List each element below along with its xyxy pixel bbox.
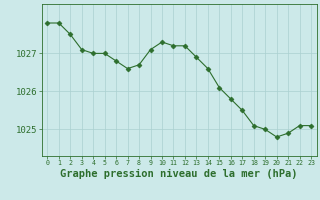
- X-axis label: Graphe pression niveau de la mer (hPa): Graphe pression niveau de la mer (hPa): [60, 169, 298, 179]
